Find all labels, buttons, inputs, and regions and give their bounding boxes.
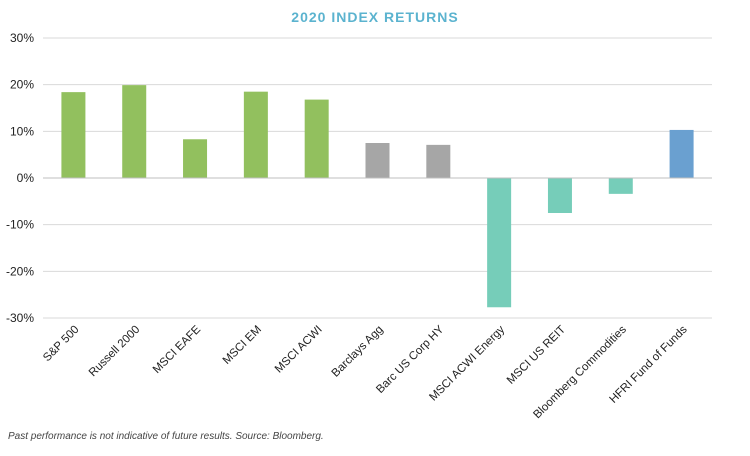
bar bbox=[669, 129, 694, 178]
bar bbox=[547, 178, 572, 213]
y-axis-tick-labels: 30% 20% 10% 0% -10% -20% -30% bbox=[6, 31, 34, 325]
bar bbox=[61, 92, 86, 178]
x-category-label: MSCI EAFE bbox=[151, 323, 204, 376]
x-axis-category-labels: S&P 500 Russell 2000 MSCI EAFE MSCI EM MSCI … bbox=[41, 323, 690, 421]
footnote: Past performance is not indicative of fu… bbox=[8, 431, 324, 442]
bar bbox=[426, 144, 451, 178]
chart-title: 2020 INDEX RETURNS bbox=[291, 9, 459, 25]
x-category-label: Barclays Agg bbox=[330, 324, 386, 380]
bar bbox=[243, 91, 268, 178]
x-category-label: S&P 500 bbox=[41, 324, 81, 364]
x-category-label: Barc US Corp HY bbox=[374, 323, 446, 395]
bar bbox=[304, 99, 329, 178]
bar bbox=[608, 178, 633, 194]
y-tick-label: -10% bbox=[6, 218, 34, 232]
bar bbox=[183, 139, 208, 178]
y-tick-label: 20% bbox=[10, 78, 34, 92]
gridlines bbox=[43, 37, 712, 319]
bar bbox=[365, 143, 390, 178]
x-category-label: MSCI ACWI bbox=[273, 324, 325, 376]
y-tick-label: -30% bbox=[6, 311, 34, 325]
x-category-label: Russell 2000 bbox=[87, 324, 142, 379]
y-tick-label: 30% bbox=[10, 31, 34, 45]
bar bbox=[122, 85, 147, 178]
bars bbox=[61, 85, 694, 308]
x-category-label: MSCI EM bbox=[221, 324, 264, 367]
y-tick-label: 0% bbox=[17, 171, 35, 185]
x-category-label: MSCI US REIT bbox=[505, 324, 568, 387]
y-tick-label: -20% bbox=[6, 264, 34, 278]
bar bbox=[487, 178, 512, 308]
y-tick-label: 10% bbox=[10, 124, 34, 138]
